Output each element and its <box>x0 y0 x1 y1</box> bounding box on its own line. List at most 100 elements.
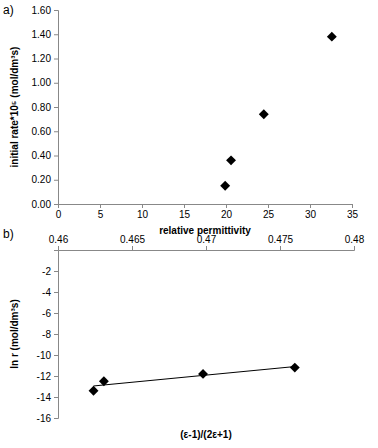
y-tick: 1.40 <box>32 29 58 40</box>
y-tick-label: 0.20 <box>32 174 52 185</box>
x-tick: 15 <box>179 204 191 220</box>
y-tick-label: -14 <box>37 392 52 403</box>
y-tick-mark <box>54 292 58 293</box>
trend-line <box>94 367 295 386</box>
x-tick-label: 30 <box>305 209 317 220</box>
x-tick-label: 0.475 <box>268 234 293 245</box>
y-tick-label: -2 <box>42 266 51 277</box>
plot-area <box>220 32 337 191</box>
chart: a) 0 5 10 15 20 25 30 35 0.00 0.20 0.40 0.60 0.80 1.00… <box>3 3 358 236</box>
y-tick: 1.20 <box>32 53 58 64</box>
x-tick: 35 <box>347 204 359 220</box>
y-tick-label: -4 <box>42 287 51 298</box>
y-tick-mark <box>54 271 58 272</box>
x-tick: 0.46 <box>49 234 69 250</box>
y-tick-label: -12 <box>37 371 52 382</box>
x-tick-label: 25 <box>263 209 275 220</box>
y-tick-label: 0.40 <box>32 150 52 161</box>
y-tick: 0.40 <box>32 150 58 161</box>
y-tick: 1.60 <box>32 5 58 16</box>
y-tick-mark <box>54 10 58 11</box>
x-tick-mark <box>352 204 353 208</box>
y-tick: -4 <box>42 287 58 298</box>
x-tick-label: 20 <box>221 209 233 220</box>
data-point <box>89 386 99 396</box>
x-tick-label: 15 <box>179 209 191 220</box>
x-tick: 0.47 <box>197 234 217 250</box>
x-tick-mark <box>142 204 143 208</box>
y-tick-mark <box>54 180 58 181</box>
y-tick-mark <box>54 107 58 108</box>
y-tick-label: -8 <box>42 329 51 340</box>
data-point <box>327 32 337 42</box>
x-axis-line <box>59 246 355 251</box>
chart-title: a) <box>3 3 14 17</box>
y-tick: -12 <box>37 371 58 382</box>
y-axis-title: initial rate*10⁵ (mol/dm³s) <box>9 47 20 168</box>
y-axis: 0.00 0.20 0.40 0.60 0.80 1.00 1.20 1.40 1.60 <box>32 5 59 210</box>
y-tick-label: 1.60 <box>32 5 52 16</box>
x-tick-label: 0 <box>56 209 62 220</box>
x-tick: 0.465 <box>120 234 145 250</box>
y-tick-label: -6 <box>42 308 51 319</box>
y-axis: -16 -14 -12 -10 -8 -6 -4 -2 <box>37 251 59 424</box>
y-tick-mark <box>54 83 58 84</box>
y-tick: -8 <box>42 329 58 340</box>
y-tick: 0.60 <box>32 126 58 137</box>
y-tick-mark <box>54 156 58 157</box>
y-tick-mark <box>54 418 58 419</box>
x-tick: 5 <box>98 204 104 220</box>
y-tick-mark <box>54 334 58 335</box>
y-tick: -2 <box>42 266 58 277</box>
y-tick: -16 <box>37 413 58 424</box>
x-axis: 0.46 0.465 0.47 0.475 0.48 <box>49 234 365 251</box>
chart-title: b) <box>3 227 14 241</box>
y-tick-mark <box>54 34 58 35</box>
x-axis: 0 5 10 15 20 25 30 35 <box>56 204 359 220</box>
x-tick-mark <box>226 204 227 208</box>
y-tick: -10 <box>37 350 58 361</box>
y-tick: -6 <box>42 308 58 319</box>
y-tick-label: 0.00 <box>32 199 52 210</box>
y-tick: 0.20 <box>32 174 58 185</box>
x-tick: 20 <box>221 204 233 220</box>
x-tick-label: 5 <box>98 209 104 220</box>
x-tick: 0.475 <box>268 234 293 250</box>
x-tick-label: 35 <box>347 209 359 220</box>
chart: b) 0.46 0.465 0.47 0.475 0.48 -16 -14 -12 -10 -8 -6… <box>3 227 365 440</box>
y-tick-label: -10 <box>37 350 52 361</box>
x-tick-label: 0.47 <box>197 234 217 245</box>
y-axis-title: ln r (mol/dm³s) <box>9 299 20 368</box>
y-axis-line <box>54 11 59 205</box>
x-tick: 25 <box>263 204 275 220</box>
x-tick-label: 10 <box>137 209 149 220</box>
y-tick-label: -16 <box>37 413 52 424</box>
x-tick-label: 0.465 <box>120 234 145 245</box>
x-axis-title: (ε-1)/(2ε+1) <box>180 429 231 440</box>
x-tick-mark <box>310 204 311 208</box>
y-tick-label: 1.20 <box>32 53 52 64</box>
y-tick: -14 <box>37 392 58 403</box>
y-tick: 0.80 <box>32 102 58 113</box>
x-tick-mark <box>132 246 133 250</box>
x-tick-mark <box>206 246 207 250</box>
y-tick-label: 0.80 <box>32 102 52 113</box>
data-point <box>290 363 300 373</box>
data-point <box>198 369 208 379</box>
data-point <box>226 155 236 165</box>
x-tick-label: 0.48 <box>345 234 365 245</box>
x-tick-mark <box>354 246 355 250</box>
x-tick: 30 <box>305 204 317 220</box>
y-tick-mark <box>54 204 58 205</box>
x-tick-mark <box>280 246 281 250</box>
y-tick: 0.00 <box>32 199 58 210</box>
y-tick-mark <box>54 397 58 398</box>
x-tick-mark <box>100 204 101 208</box>
y-tick-mark <box>54 59 58 60</box>
x-tick: 0 <box>56 204 62 220</box>
y-tick-label: 1.00 <box>32 77 52 88</box>
x-tick: 10 <box>137 204 149 220</box>
y-tick: 1.00 <box>32 77 58 88</box>
plot-area <box>89 363 300 396</box>
x-tick: 0.48 <box>345 234 365 250</box>
